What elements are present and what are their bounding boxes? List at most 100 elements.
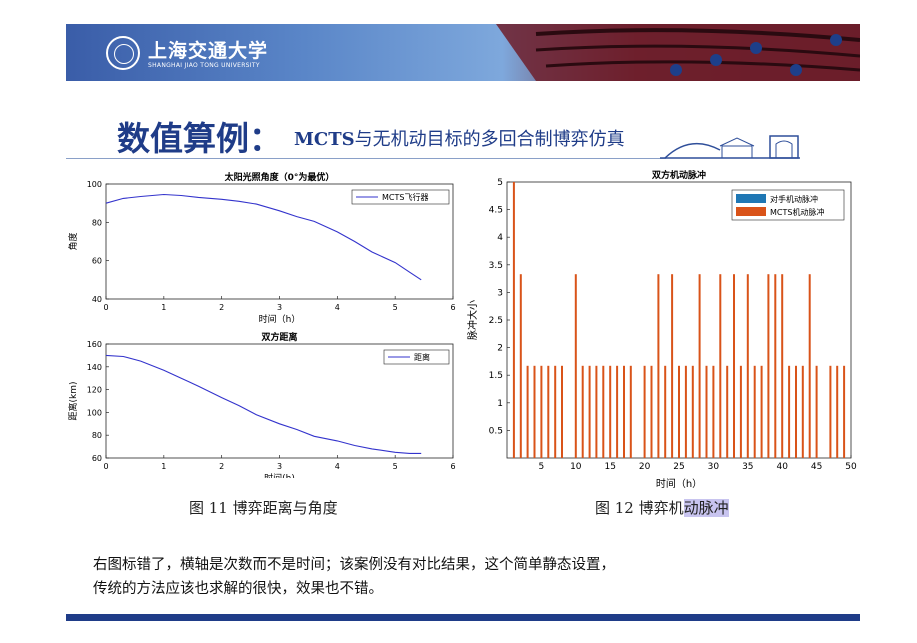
impulse-bar (739, 365, 742, 458)
legend-swatch (736, 207, 766, 216)
y-tick-label: 3 (497, 288, 503, 298)
x-tick-label: 15 (604, 462, 615, 472)
legend-box (351, 189, 450, 205)
x-axis-label: 时间(h) (264, 472, 295, 478)
impulse-bar (836, 365, 839, 458)
banner-decoration (496, 24, 860, 81)
x-tick-label: 30 (708, 462, 720, 472)
x-tick-label: 25 (673, 462, 684, 472)
figure12-caption-a: 图 12 博弈机 (595, 499, 684, 517)
y-tick-label: 80 (92, 218, 102, 227)
impulse-bar (678, 365, 680, 458)
impulse-bar (540, 365, 543, 458)
x-tick-label: 2 (219, 303, 224, 312)
impulse-bar (767, 274, 770, 458)
y-tick-label: 1.5 (489, 371, 503, 381)
y-tick-label: 100 (87, 408, 102, 417)
impulse-bar (616, 365, 619, 458)
impulse-bar (623, 365, 625, 458)
impulse-bar (512, 182, 515, 458)
x-tick-label: 1 (161, 462, 166, 471)
university-name-cn: 上海交通大学 (148, 40, 269, 62)
impulse-bar (609, 365, 612, 458)
footnote-line2: 传统的方法应该也求解的很快，效果也不错。 (93, 581, 383, 597)
impulse-bar (753, 365, 756, 458)
impulse-bar (561, 365, 563, 458)
impulse-bar (581, 365, 584, 458)
x-tick-label: 45 (811, 462, 822, 472)
impulse-bar (684, 365, 687, 458)
x-tick-label: 10 (570, 462, 582, 472)
legend-label: 距离 (414, 352, 430, 362)
slide-subtitle: MCTS与无机动目标的多回合制博弈仿真 (294, 125, 625, 151)
x-tick-label: 5 (393, 303, 398, 312)
legend-label: MCTS机动脉冲 (770, 207, 824, 217)
subtitle-rest: 与无机动目标的多回合制博弈仿真 (354, 129, 625, 150)
impulse-bar (781, 274, 784, 458)
x-tick-label: 3 (277, 303, 282, 312)
x-tick-label: 4 (335, 462, 340, 471)
figure12-caption: 图 12 博弈机动脉冲 (595, 497, 729, 518)
impulse-bar (664, 365, 667, 458)
impulse-bar (726, 365, 729, 458)
title-underline (66, 158, 666, 159)
x-tick-label: 20 (639, 462, 651, 472)
chart-title: 双方距离 (261, 331, 297, 343)
impulse-bar (774, 274, 777, 458)
impulse-bar (629, 365, 632, 458)
y-tick-label: 4 (497, 233, 503, 243)
y-tick-label: 2 (497, 344, 503, 354)
impulse-bar (815, 365, 818, 458)
x-tick-label: 40 (776, 462, 788, 472)
x-axis-label: 时间（h） (259, 313, 301, 325)
legend-box (383, 349, 450, 365)
y-tick-label: 0.5 (489, 426, 503, 436)
impulse-bar (808, 274, 811, 458)
y-tick-label: 4.5 (489, 206, 503, 216)
impulse-bar (760, 365, 763, 458)
x-tick-label: 0 (103, 462, 108, 471)
impulse-bar (554, 365, 557, 458)
impulse-bar (588, 365, 591, 458)
figure11-caption: 图 11 博弈距离与角度 (189, 499, 338, 517)
x-tick-label: 5 (539, 462, 545, 472)
footnote-line1: 右图标错了，横轴是次数而不是时间；该案例没有对比结果，这个简单静态设置， (93, 557, 615, 573)
y-tick-label: 5 (497, 178, 503, 188)
series-line (105, 354, 422, 454)
impulse-bar (698, 274, 701, 458)
university-name-en: SHANGHAI JIAO TONG UNIVERSITY (148, 62, 260, 69)
legend-label: MCTS飞行器 (382, 192, 428, 202)
y-tick-label: 60 (92, 454, 102, 463)
y-tick-label: 160 (87, 340, 102, 349)
figure12-caption-highlight: 动脉冲 (683, 499, 729, 517)
impulse-bar (650, 365, 653, 458)
footer-bar (66, 614, 860, 621)
impulse-bar (829, 365, 832, 458)
y-axis-label: 角度 (67, 232, 79, 250)
impulse-bar (526, 365, 529, 458)
legend-label: 对手机动脉冲 (770, 194, 818, 204)
impulse-bar (657, 274, 660, 458)
y-tick-label: 2.5 (489, 316, 503, 326)
impulse-bar (746, 274, 749, 458)
footnote: 右图标错了，横轴是次数而不是时间；该案例没有对比结果，这个简单静态设置， 传统的… (93, 553, 615, 601)
university-logo (106, 36, 140, 70)
y-tick-label: 80 (92, 431, 102, 440)
impulse-bar (719, 274, 722, 458)
impulse-bar (691, 365, 694, 458)
x-tick-label: 1 (161, 303, 166, 312)
x-tick-label: 50 (845, 462, 857, 472)
slide-title: 数值算例： (117, 119, 282, 158)
y-tick-label: 1 (497, 399, 503, 409)
x-tick-label: 4 (335, 303, 340, 312)
chart-title: 双方机动脉冲 (652, 169, 706, 181)
impulse-bar (671, 274, 674, 458)
y-tick-label: 120 (87, 386, 102, 395)
subtitle-bold: MCTS (294, 129, 355, 150)
impulse-bar (705, 365, 708, 458)
y-tick-label: 40 (92, 295, 102, 304)
x-tick-label: 35 (742, 462, 753, 472)
chart-title: 太阳光照角度（0°为最优） (224, 171, 335, 183)
impulse-bar (712, 365, 715, 458)
